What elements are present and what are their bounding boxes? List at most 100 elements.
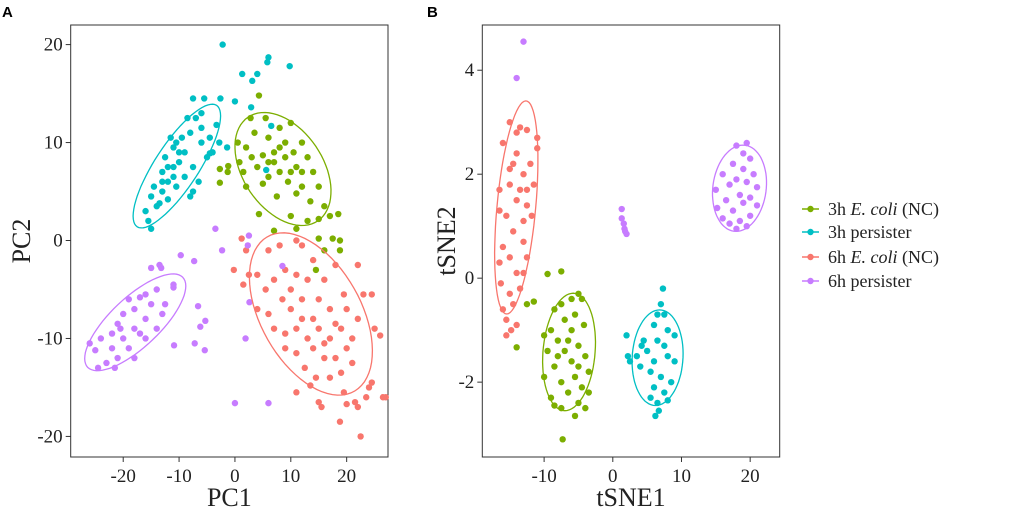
data-point-6h-persister bbox=[736, 191, 744, 199]
data-point-3h-persister bbox=[150, 183, 158, 190]
data-point-6h-ecoli bbox=[298, 242, 306, 249]
legend-label-prefix: 3h persister bbox=[828, 222, 911, 242]
data-point-3h-ecoli bbox=[304, 217, 311, 225]
data-point-6h-persister bbox=[621, 228, 629, 235]
data-point-3h-persister bbox=[173, 183, 180, 190]
legend-label: 3h persister bbox=[828, 222, 911, 242]
data-point-3h-persister bbox=[263, 166, 270, 174]
data-point-6h-ecoli bbox=[513, 269, 520, 277]
data-point-6h-persister bbox=[94, 364, 102, 372]
data-point-6h-ecoli bbox=[516, 124, 524, 131]
data-point-3h-ecoli bbox=[224, 168, 231, 176]
data-point-3h-ecoli bbox=[265, 158, 272, 166]
data-point-3h-persister bbox=[638, 342, 645, 349]
legend-label: 6h E. coli (NC) bbox=[828, 247, 939, 268]
data-point-6h-persister bbox=[120, 310, 127, 318]
data-point-3h-ecoli bbox=[290, 149, 297, 156]
data-point-6h-ecoli bbox=[513, 150, 520, 157]
data-point-3h-ecoli bbox=[575, 342, 582, 349]
data-point-3h-persister bbox=[661, 389, 668, 396]
legend-label-prefix: 6h persister bbox=[828, 271, 911, 291]
data-point-6h-ecoli bbox=[332, 354, 339, 362]
data-point-3h-persister bbox=[624, 352, 632, 360]
y-tick-label: 0 bbox=[465, 268, 475, 289]
data-point-6h-ecoli bbox=[506, 165, 513, 173]
data-point-3h-ecoli bbox=[582, 404, 589, 412]
data-point-3h-persister bbox=[213, 121, 220, 129]
y-tick-label: 4 bbox=[465, 60, 475, 81]
panel-label-a: A bbox=[2, 4, 13, 21]
data-point-6h-ecoli bbox=[360, 291, 367, 298]
data-point-3h-persister bbox=[164, 196, 172, 203]
data-point-3h-persister bbox=[264, 59, 271, 66]
data-point-6h-persister bbox=[170, 284, 177, 291]
data-point-6h-persister bbox=[142, 291, 149, 298]
data-point-6h-ecoli bbox=[523, 126, 531, 134]
legend-label: 6h persister bbox=[828, 271, 911, 291]
data-point-3h-ecoli bbox=[551, 363, 558, 370]
data-point-6h-persister bbox=[147, 264, 155, 272]
data-point-6h-ecoli bbox=[528, 212, 535, 219]
y-tick-label: -20 bbox=[37, 426, 62, 447]
data-point-3h-persister bbox=[187, 193, 194, 200]
data-point-6h-ecoli bbox=[309, 315, 317, 323]
data-point-6h-ecoli bbox=[262, 286, 269, 293]
data-point-3h-ecoli bbox=[262, 114, 269, 122]
data-point-3h-persister bbox=[643, 347, 651, 355]
data-point-6h-ecoli bbox=[332, 320, 339, 327]
data-point-3h-persister bbox=[623, 332, 630, 339]
data-point-6h-ecoli bbox=[376, 332, 384, 339]
data-point-3h-ecoli bbox=[216, 165, 224, 173]
data-point-3h-persister bbox=[657, 373, 665, 381]
data-point-6h-ecoli bbox=[340, 291, 348, 298]
data-point-6h-ecoli bbox=[265, 247, 272, 254]
data-point-6h-persister bbox=[246, 299, 253, 306]
data-point-3h-ecoli bbox=[282, 139, 289, 146]
data-point-6h-persister bbox=[142, 315, 149, 323]
data-point-3h-persister bbox=[198, 124, 205, 132]
data-point-6h-persister bbox=[265, 399, 272, 407]
data-point-3h-ecoli bbox=[248, 154, 255, 161]
data-point-6h-ecoli bbox=[520, 238, 527, 245]
data-point-6h-ecoli bbox=[309, 256, 317, 264]
legend-key-point bbox=[807, 277, 814, 285]
data-point-3h-ecoli bbox=[255, 210, 263, 218]
data-point-3h-persister bbox=[159, 188, 166, 195]
data-point-3h-persister bbox=[198, 109, 205, 117]
x-tick-label: 10 bbox=[672, 466, 691, 487]
x-tick-label: 20 bbox=[741, 466, 760, 487]
data-point-3h-persister bbox=[170, 173, 177, 181]
data-point-3h-ecoli bbox=[276, 144, 283, 151]
data-point-6h-ecoli bbox=[343, 345, 350, 352]
data-point-6h-persister bbox=[97, 335, 105, 342]
x-tick-label: 0 bbox=[608, 466, 618, 487]
legend-label-suffix: (NC) bbox=[898, 247, 940, 268]
data-point-6h-persister bbox=[202, 317, 209, 325]
data-point-6h-persister bbox=[740, 165, 747, 173]
data-point-6h-persister bbox=[719, 170, 726, 178]
data-point-3h-persister bbox=[170, 163, 177, 171]
legend-label: 3h E. coli (NC) bbox=[828, 199, 939, 220]
data-point-3h-persister bbox=[181, 173, 188, 181]
data-point-6h-persister bbox=[114, 354, 121, 362]
y-axis-title: PC2 bbox=[7, 219, 36, 264]
data-point-6h-ecoli bbox=[510, 228, 517, 235]
confidence-ellipse-3h-persister bbox=[631, 309, 684, 407]
data-point-3h-ecoli bbox=[578, 384, 586, 391]
confidence-ellipse-6h-ecoli bbox=[248, 232, 374, 396]
plot-area bbox=[481, 24, 781, 458]
data-point-6h-persister bbox=[136, 330, 144, 337]
data-point-3h-ecoli bbox=[309, 168, 317, 176]
data-point-6h-ecoli bbox=[368, 291, 375, 298]
data-point-6h-ecoli bbox=[321, 340, 328, 347]
data-point-6h-persister bbox=[190, 257, 198, 265]
y-tick-label: 10 bbox=[44, 133, 63, 154]
data-point-6h-persister bbox=[92, 347, 99, 354]
data-point-3h-ecoli bbox=[307, 198, 314, 205]
data-point-6h-persister bbox=[736, 217, 744, 225]
y-tick-label: -2 bbox=[458, 372, 474, 393]
legend-key-point bbox=[807, 205, 814, 213]
data-point-6h-ecoli bbox=[293, 325, 300, 332]
data-point-3h-ecoli bbox=[304, 154, 311, 161]
data-point-6h-ecoli bbox=[506, 290, 513, 297]
